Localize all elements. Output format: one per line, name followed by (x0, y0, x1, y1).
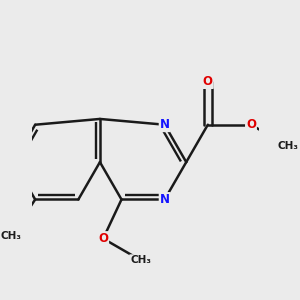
Text: N: N (160, 193, 170, 206)
Text: CH₃: CH₃ (278, 141, 299, 151)
Text: N: N (160, 118, 170, 131)
Text: O: O (98, 232, 108, 245)
Text: CH₃: CH₃ (130, 255, 151, 265)
Text: O: O (246, 118, 256, 131)
Text: CH₃: CH₃ (1, 231, 22, 241)
Text: O: O (203, 75, 213, 88)
